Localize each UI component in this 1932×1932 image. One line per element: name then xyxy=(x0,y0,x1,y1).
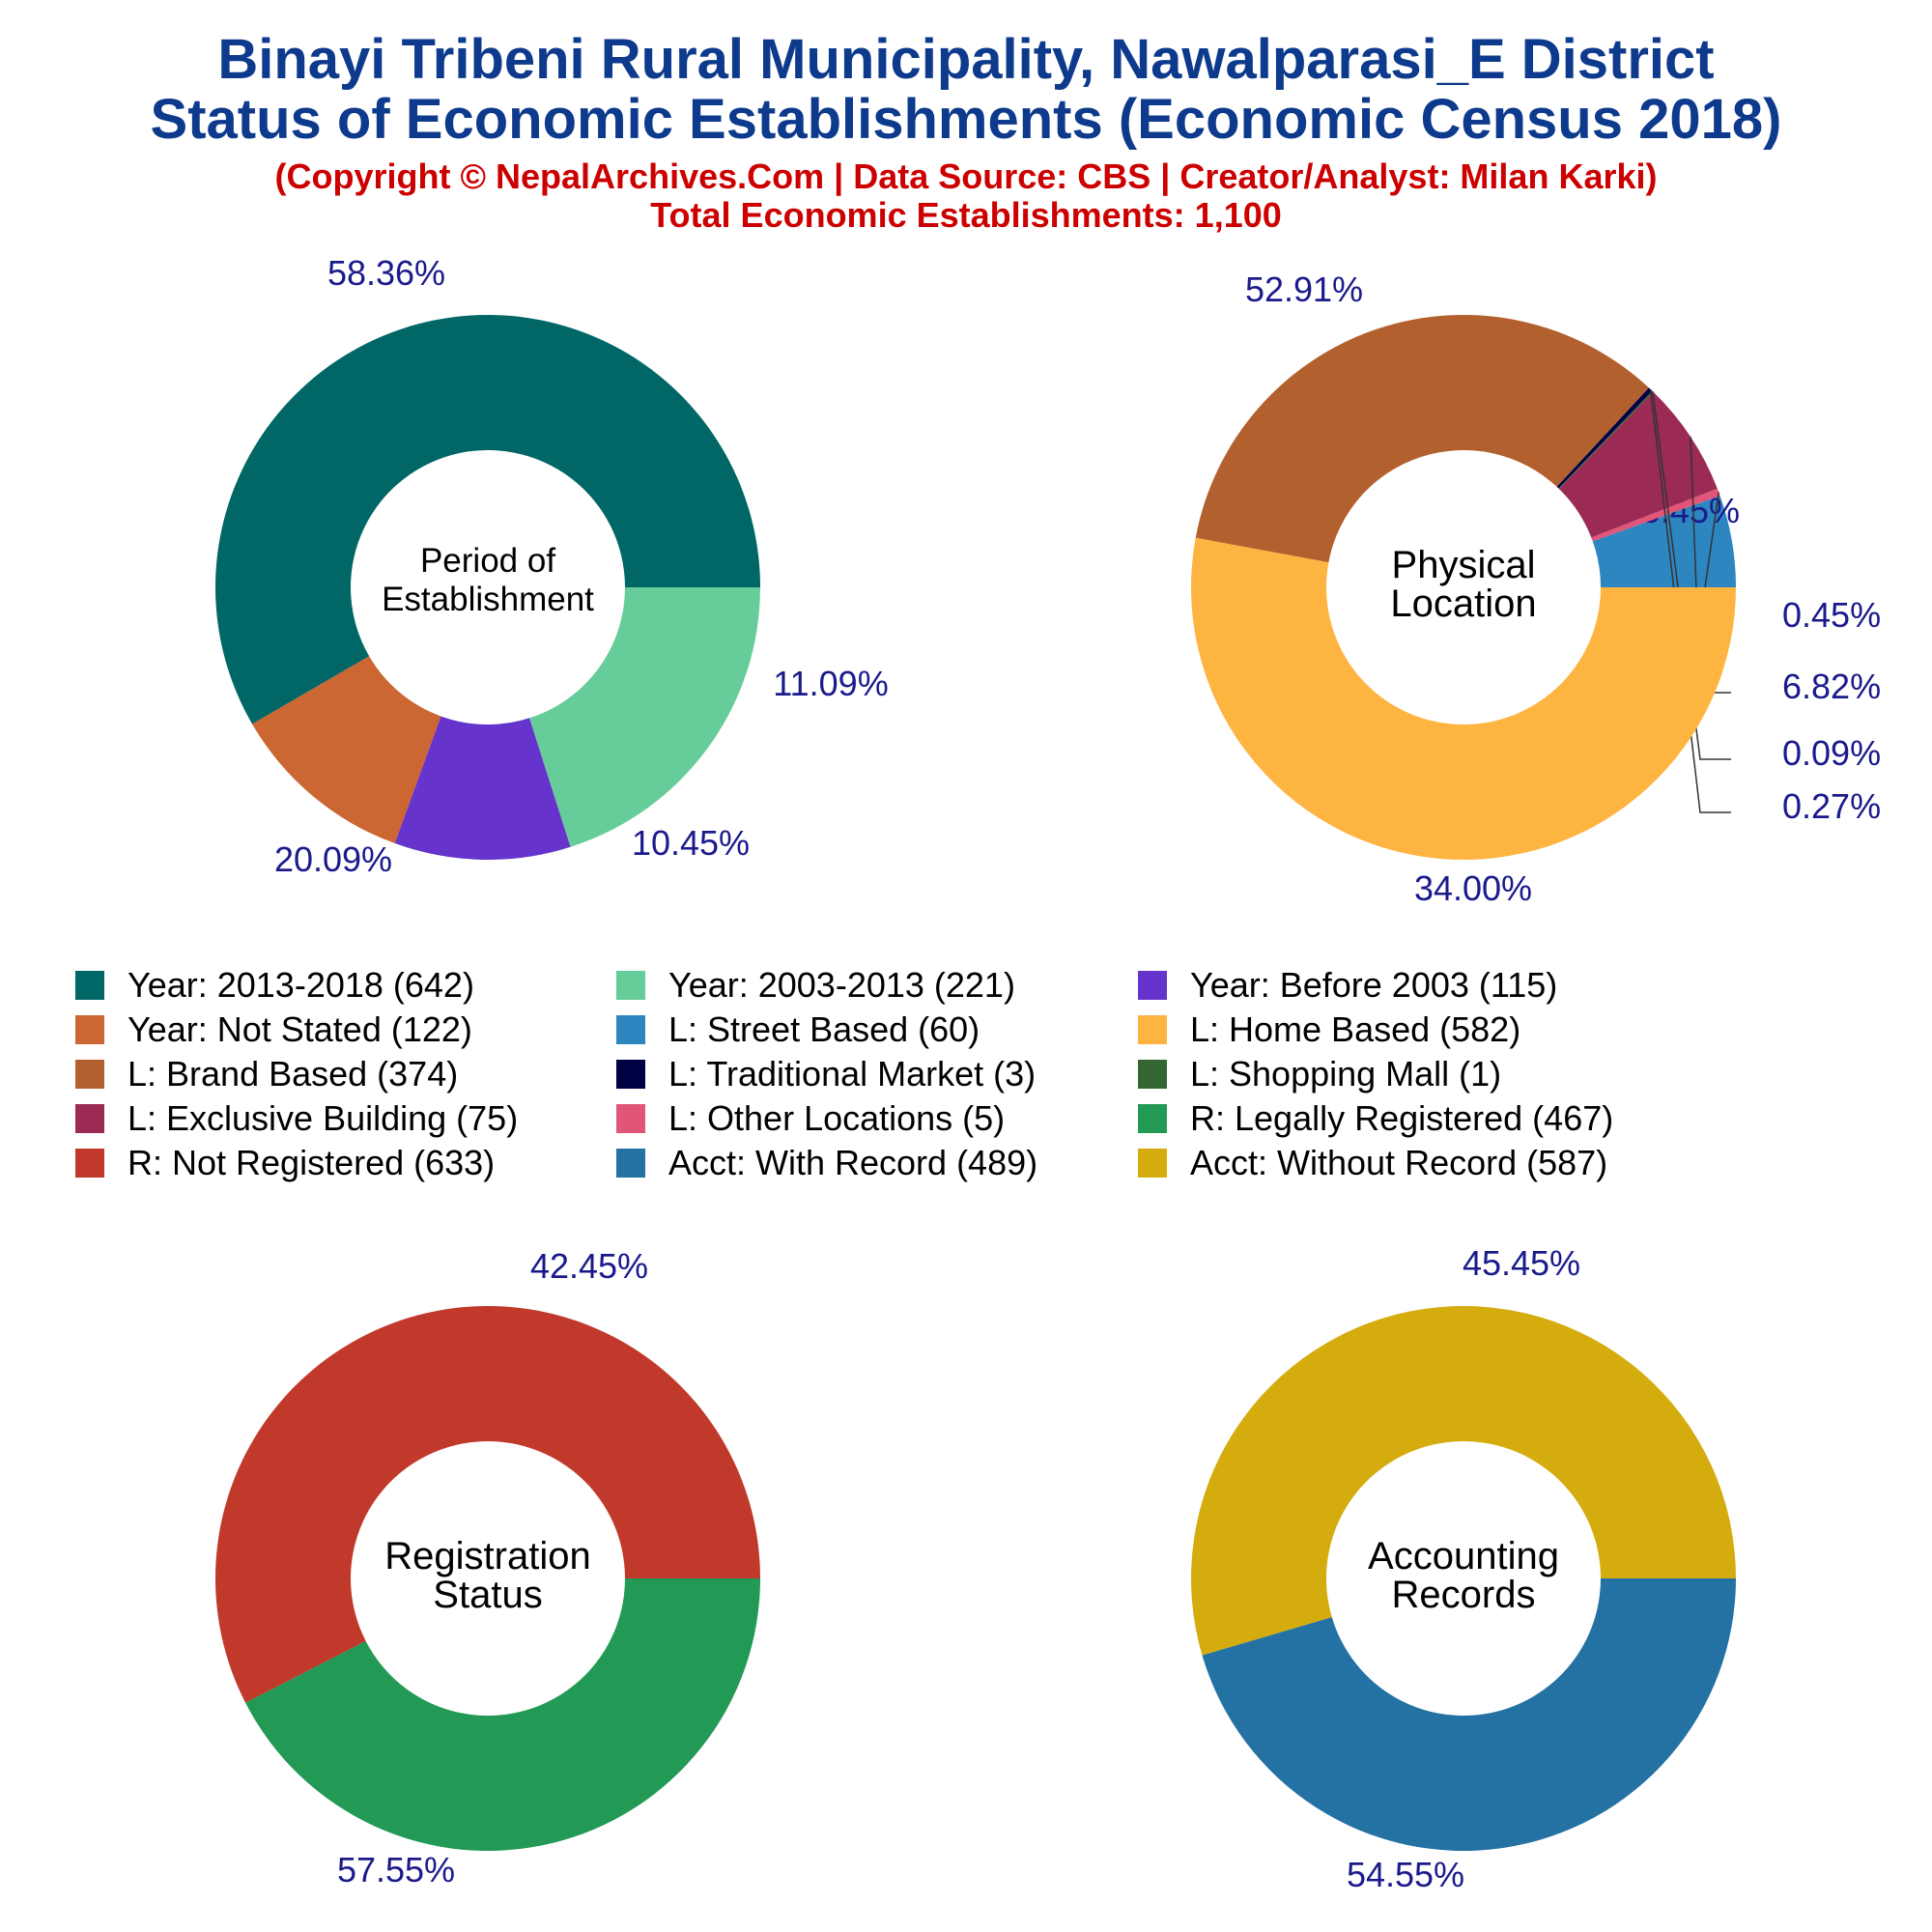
slice-percent-label: 10.45% xyxy=(632,823,750,863)
title-line-1: Binayi Tribeni Rural Municipality, Nawal… xyxy=(217,28,1715,91)
legend-item: R: Legally Registered (467) xyxy=(1138,1098,1614,1138)
donut-center-label: Period of xyxy=(420,542,555,580)
pie-slice xyxy=(214,314,761,724)
legend-swatch xyxy=(616,971,645,1000)
pie-slice xyxy=(1556,387,1653,489)
legend-item: L: Street Based (60) xyxy=(616,1009,980,1049)
slice-percent-label: 20.09% xyxy=(274,839,392,879)
legend-label: L: Traditional Market (3) xyxy=(668,1054,1037,1094)
legend-swatch xyxy=(75,1060,104,1089)
total-establishments: Total Economic Establishments: 1,100 xyxy=(650,195,1282,235)
leader-line xyxy=(1652,391,1731,760)
legend-item: L: Exclusive Building (75) xyxy=(75,1098,519,1138)
legend-item: R: Not Registered (633) xyxy=(75,1143,496,1182)
slice-percent-label: 42.45% xyxy=(530,1246,648,1286)
pie-slice xyxy=(1191,537,1737,860)
legend-item: L: Shopping Mall (1) xyxy=(1138,1054,1502,1094)
slice-percent-label: 0.45% xyxy=(1782,595,1881,635)
slice-percent-label: 52.91% xyxy=(1245,270,1363,309)
donut-center-label: Location xyxy=(1390,582,1536,625)
slice-percent-label: 45.45% xyxy=(1463,1243,1580,1283)
legend-label: Acct: With Record (489) xyxy=(668,1143,1038,1182)
legend-swatch xyxy=(616,1015,645,1044)
legend-label: L: Exclusive Building (75) xyxy=(128,1098,519,1138)
legend-swatch xyxy=(616,1149,645,1178)
donut-center-label: Physical xyxy=(1392,544,1536,586)
donut-center-label: Accounting xyxy=(1368,1535,1559,1577)
pie-slice xyxy=(245,1578,760,1851)
pie-slice xyxy=(529,587,760,847)
slice-percent-label: 11.09% xyxy=(773,664,888,703)
leader-line xyxy=(1649,388,1731,813)
legend-swatch xyxy=(1138,1104,1167,1133)
legend-swatch xyxy=(75,1015,104,1044)
legend-label: R: Legally Registered (467) xyxy=(1190,1098,1614,1138)
legend-swatch xyxy=(1138,971,1167,1000)
legend-label: L: Shopping Mall (1) xyxy=(1190,1054,1502,1094)
pie-slice xyxy=(1592,496,1736,587)
legend-swatch xyxy=(75,1149,104,1178)
legend-item: Year: Before 2003 (115) xyxy=(1138,965,1558,1005)
legend-label: L: Other Locations (5) xyxy=(668,1098,1006,1138)
pie-slice xyxy=(1558,391,1718,538)
pie-slice xyxy=(1202,1578,1736,1851)
pie-slice xyxy=(1195,314,1649,563)
pie-slice xyxy=(1591,488,1720,542)
legend-swatch xyxy=(1138,1149,1167,1178)
legend-item: Year: 2003-2013 (221) xyxy=(616,965,1015,1005)
slice-percent-label: 6.82% xyxy=(1782,667,1881,706)
legend-swatch xyxy=(616,1060,645,1089)
legend-label: L: Brand Based (374) xyxy=(128,1054,459,1094)
legend-item: Acct: With Record (489) xyxy=(616,1143,1038,1182)
slice-percent-label: 54.55% xyxy=(1347,1855,1464,1894)
legend-swatch xyxy=(616,1104,645,1133)
pie-slice xyxy=(252,656,441,844)
donut-center-label: Registration xyxy=(384,1535,590,1577)
donut-center-label: Records xyxy=(1392,1574,1536,1616)
legend-swatch xyxy=(1138,1015,1167,1044)
legend-label: Year: 2013-2018 (642) xyxy=(128,965,474,1005)
legend-swatch xyxy=(75,1104,104,1133)
legend-item: Year: 2013-2018 (642) xyxy=(75,965,474,1005)
legend-swatch xyxy=(1138,1060,1167,1089)
legend-label: R: Not Registered (633) xyxy=(128,1143,496,1182)
slice-percent-label: 57.55% xyxy=(337,1850,455,1889)
pie-slice xyxy=(1190,1305,1736,1656)
pie-slice xyxy=(1558,390,1654,490)
legend-label: Year: 2003-2013 (221) xyxy=(668,965,1015,1005)
legend-item: Acct: Without Record (587) xyxy=(1138,1143,1608,1182)
donut-center-label: Status xyxy=(433,1574,542,1616)
legend-label: L: Street Based (60) xyxy=(668,1009,980,1049)
legend-item: Year: Not Stated (122) xyxy=(75,1009,472,1049)
legend-swatch xyxy=(75,971,104,1000)
legend-label: Acct: Without Record (587) xyxy=(1190,1143,1608,1182)
pie-slice xyxy=(394,716,571,861)
legend-item: L: Brand Based (374) xyxy=(75,1054,459,1094)
donut-center-label: Establishment xyxy=(382,581,594,618)
slice-percent-label: 58.36% xyxy=(327,253,445,293)
legend-item: L: Traditional Market (3) xyxy=(616,1054,1037,1094)
legend-item: L: Other Locations (5) xyxy=(616,1098,1006,1138)
title-line-2: Status of Economic Establishments (Econo… xyxy=(150,88,1782,151)
legend-item: L: Home Based (582) xyxy=(1138,1009,1521,1049)
copyright-line: (Copyright © NepalArchives.Com | Data So… xyxy=(274,156,1658,196)
slice-percent-label: 0.09% xyxy=(1782,733,1881,773)
slice-percent-label: 0.27% xyxy=(1782,786,1881,826)
legend-label: Year: Not Stated (122) xyxy=(128,1009,472,1049)
pie-slice xyxy=(214,1306,760,1703)
legend-label: Year: Before 2003 (115) xyxy=(1190,965,1558,1005)
slice-percent-label: 34.00% xyxy=(1414,868,1532,908)
legend-label: L: Home Based (582) xyxy=(1190,1009,1521,1049)
